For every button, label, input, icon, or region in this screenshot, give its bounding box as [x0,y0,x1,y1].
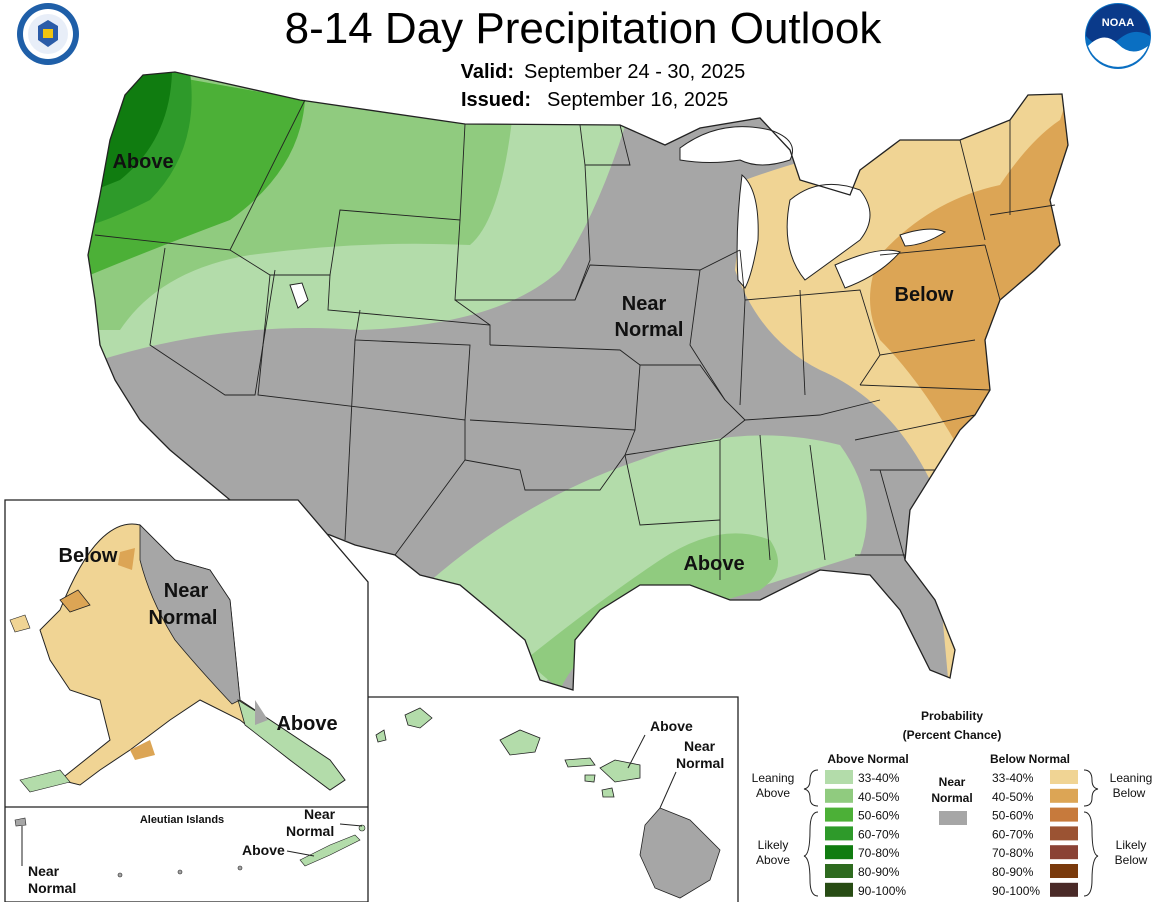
legend-swatch-above-1 [825,788,853,803]
legend-leaning-above-2: Above [756,786,790,800]
noaa-logo: NOAA [1085,3,1151,69]
legend-swatch-below-6 [1050,882,1078,897]
legend-near-2: Normal [931,791,972,805]
legend-leaning-below-1: Leaning [1110,771,1153,785]
legend-leaning-below-2: Below [1113,786,1146,800]
legend-swatch-above-2 [825,807,853,822]
legend-swatch-below-2 [1050,807,1078,822]
legend-above-swatches: 33-40% 40-50% 50-60% 60-70% 70-80% 80-90% 90-1… [825,770,906,898]
aleutian-above-label: Above [242,842,285,858]
ak-near-label-2: Normal [149,607,218,629]
legend-below-header: Below Normal [990,752,1070,766]
brace-likely-above [803,811,819,897]
legend-leaning-above-1: Leaning [752,771,795,785]
ak-below-label: Below [59,545,118,567]
legend-swatch-above-0 [825,770,853,784]
hi-near-label-2: Normal [676,755,724,771]
legend-swatch-below-0 [1050,770,1078,784]
legend-range-below-0: 33-40% [992,771,1034,785]
hawaii-islands [375,707,721,899]
legend-swatch-below-5 [1050,864,1078,878]
legend-range-above-6: 90-100% [858,884,906,898]
legend-range-above-4: 70-80% [858,846,900,860]
brace-likely-below [1083,811,1099,897]
conus-near-normal-label-2: Normal [615,319,684,341]
ak-near-label-1: Near [164,580,209,602]
legend-likely-above-2: Above [756,853,790,867]
legend-likely-below-1: Likely [1116,838,1147,852]
aleutian-near-left-1: Near [28,863,60,879]
aleutian-near-right-1: Near [304,806,336,822]
legend-range-below-3: 60-70% [992,827,1034,841]
noaa-logo-text: NOAA [1102,17,1134,29]
legend-swatch-below-3 [1050,826,1078,841]
legend-below-swatches: 33-40% 40-50% 50-60% 60-70% 70-80% 80-90% 90-1… [992,770,1078,898]
legend-swatch-above-6 [825,882,853,897]
legend-above-header: Above Normal [827,752,908,766]
issued-label: Issued: [461,89,531,111]
conus-near-normal-label-1: Near [622,293,667,315]
conus-above-nw-label: Above [112,151,173,173]
valid-label: Valid: [461,61,514,83]
legend-likely-below-2: Below [1115,853,1148,867]
legend-near-1: Near [939,775,966,789]
legend-range-below-5: 80-90% [992,865,1034,879]
valid-value: September 24 - 30, 2025 [524,61,745,83]
aleutian-near-left-2: Normal [28,880,76,896]
conus-above-south-label: Above [683,553,744,575]
legend-swatch-above-4 [825,845,853,860]
legend-swatch-above-5 [825,864,853,878]
ak-above-label: Above [276,713,337,735]
conus-below-label: Below [895,284,954,306]
hi-near-label-1: Near [684,738,716,754]
legend-title-1: Probability [921,709,983,723]
issued-value: September 16, 2025 [547,89,728,111]
legend-swatch-below-4 [1050,845,1078,860]
legend-range-below-2: 50-60% [992,809,1034,823]
aleutian-near-right-2: Normal [286,823,334,839]
doc-seal-logo [17,3,79,65]
aleutian-islands-shapes [14,817,366,878]
page-title: 8-14 Day Precipitation Outlook [285,4,883,53]
hawaii-inset-frame [368,696,739,902]
legend-range-above-1: 40-50% [858,790,900,804]
legend-likely-above-1: Likely [758,838,789,852]
hi-above-label: Above [650,718,693,734]
legend-swatch-below-1 [1050,788,1078,803]
legend-range-below-6: 90-100% [992,884,1040,898]
alaska-shape [9,523,346,793]
legend-title-2: (Percent Chance) [903,728,1002,742]
legend-range-below-1: 40-50% [992,790,1034,804]
legend-swatch-above-3 [825,826,853,841]
legend-range-below-4: 70-80% [992,846,1034,860]
legend-range-above-0: 33-40% [858,771,900,785]
legend-range-above-3: 60-70% [858,827,900,841]
brace-leaning-above [803,769,819,807]
legend-range-above-5: 80-90% [858,865,900,879]
legend-range-above-2: 50-60% [858,809,900,823]
state-borders [94,99,1056,580]
legend-near-swatch [939,811,967,825]
legend: Probability (Percent Chance) Above Norma… [752,709,1153,898]
brace-leaning-below [1083,769,1099,807]
aleutian-title: Aleutian Islands [140,814,224,826]
great-lakes [289,126,947,309]
